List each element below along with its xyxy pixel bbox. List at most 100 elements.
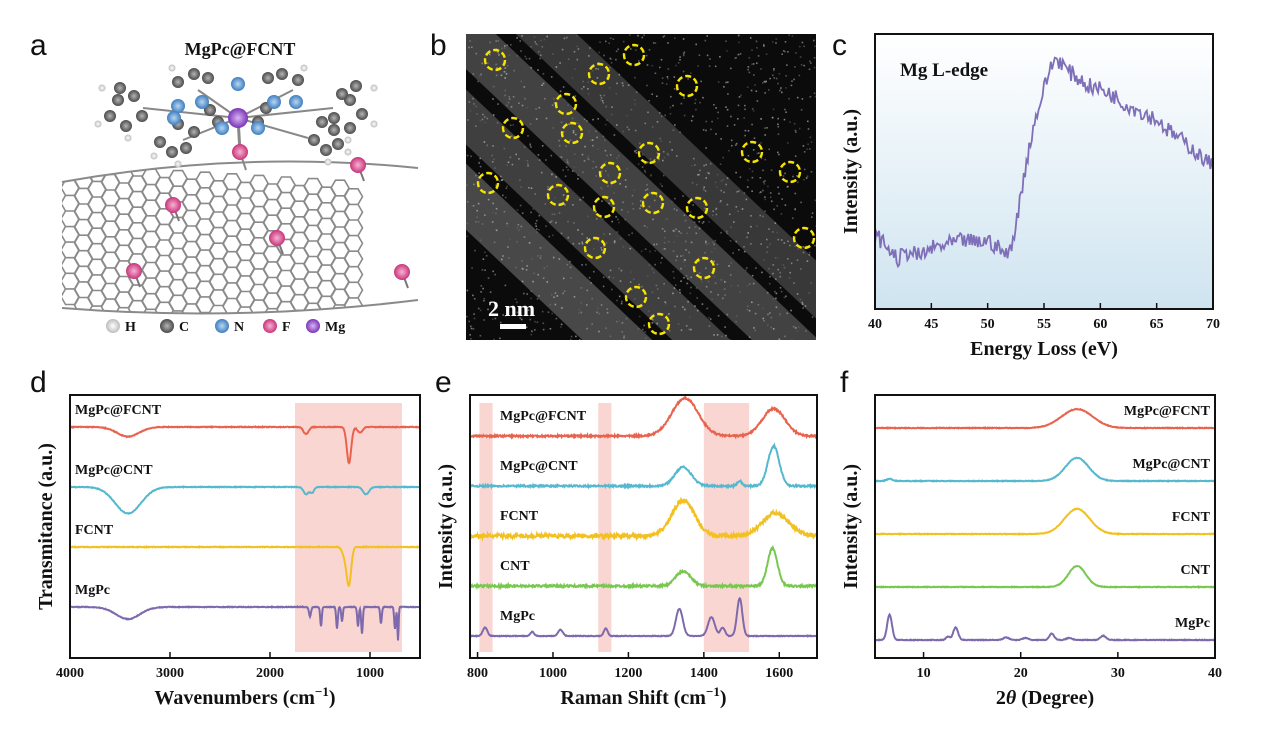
tem-speck xyxy=(715,133,717,135)
tem-speck xyxy=(561,307,563,309)
tem-speck xyxy=(520,50,522,52)
tem-speck xyxy=(609,67,611,69)
tem-speck xyxy=(663,283,665,285)
tem-speck xyxy=(521,35,523,37)
tem-speck xyxy=(738,249,740,251)
tem-speck xyxy=(651,322,654,324)
tem-speck xyxy=(551,213,554,216)
tem-speck xyxy=(645,54,648,57)
tem-speck xyxy=(813,57,816,59)
tem-speck xyxy=(756,100,759,102)
tem-speck xyxy=(783,242,786,244)
tem-speck xyxy=(518,229,520,231)
tem-speck xyxy=(503,210,506,213)
tem-speck xyxy=(775,77,778,80)
tem-speck xyxy=(779,275,782,278)
tem-speck xyxy=(479,75,481,78)
tem-speck xyxy=(659,66,661,69)
tem-speck xyxy=(627,84,630,86)
tem-speck xyxy=(586,237,588,239)
tem-speck xyxy=(523,236,526,238)
tem-speck xyxy=(683,97,685,99)
tem-speck xyxy=(637,163,640,165)
tem-speck xyxy=(619,183,621,185)
tem-speck xyxy=(618,73,621,76)
tem-speck xyxy=(737,284,739,287)
panel-d-tick-label: 3000 xyxy=(156,666,184,681)
tem-speck xyxy=(630,108,633,111)
tem-speck xyxy=(664,248,666,250)
tem-speck xyxy=(710,291,712,293)
tem-speck xyxy=(589,254,592,256)
tem-speck xyxy=(577,229,579,231)
tem-speck xyxy=(717,81,720,83)
tem-speck xyxy=(727,93,729,95)
tem-speck xyxy=(682,38,685,40)
tem-speck xyxy=(536,298,539,300)
tem-speck xyxy=(663,35,666,37)
tem-speck xyxy=(814,45,816,48)
panel-f-series-label: MgPc xyxy=(1175,616,1210,631)
tem-dashed-circle xyxy=(583,236,607,260)
tem-speck xyxy=(611,106,613,108)
tem-speck xyxy=(752,110,755,112)
tem-speck xyxy=(504,284,507,287)
tem-dashed-circle xyxy=(778,160,802,184)
tem-speck xyxy=(664,114,666,117)
tem-speck xyxy=(630,271,632,273)
tem-speck xyxy=(799,298,802,301)
tem-speck xyxy=(601,249,603,251)
tem-speck xyxy=(805,245,808,248)
tem-speck xyxy=(542,73,545,75)
tem-speck xyxy=(654,263,656,266)
tem-speck xyxy=(772,74,774,77)
tem-speck xyxy=(684,240,687,243)
tem-speck xyxy=(551,53,554,55)
tem-speck xyxy=(663,237,666,239)
tem-speck xyxy=(708,242,710,245)
tem-speck xyxy=(661,228,664,230)
tem-speck xyxy=(604,139,606,142)
tem-speck xyxy=(665,83,668,85)
tem-speck xyxy=(659,183,662,185)
tem-speck xyxy=(470,325,472,328)
tem-speck xyxy=(510,44,512,46)
tem-speck xyxy=(807,128,810,130)
tem-speck xyxy=(570,338,572,340)
tem-speck xyxy=(618,267,620,270)
tem-speck xyxy=(618,221,620,224)
tem-speck xyxy=(508,257,510,259)
carbon-atom xyxy=(336,88,348,100)
tem-speck xyxy=(814,244,816,247)
tem-speck xyxy=(709,318,712,320)
tem-speck xyxy=(705,267,707,270)
tem-speck xyxy=(582,171,584,174)
tem-speck xyxy=(554,197,556,199)
tem-speck xyxy=(601,187,603,190)
panel-f-frame xyxy=(874,394,1216,659)
tem-speck xyxy=(673,241,675,244)
tem-speck xyxy=(746,305,749,308)
tem-speck xyxy=(689,292,692,295)
tem-speck xyxy=(615,58,617,61)
tem-speck xyxy=(672,229,674,232)
tem-speck xyxy=(713,243,715,246)
tem-speck xyxy=(526,265,528,267)
tem-speck xyxy=(520,186,522,188)
tem-speck xyxy=(547,188,549,191)
tem-speck xyxy=(791,217,794,219)
tem-speck xyxy=(756,152,759,155)
tem-speck xyxy=(643,34,645,36)
tem-speck xyxy=(635,152,638,154)
carbon-atom xyxy=(172,76,184,88)
tem-speck xyxy=(801,98,804,100)
tem-speck xyxy=(493,158,495,161)
tem-speck xyxy=(730,285,733,287)
tem-speck xyxy=(768,282,771,285)
carbon-atom xyxy=(316,116,328,128)
tem-speck xyxy=(586,253,588,255)
tem-speck xyxy=(572,204,574,206)
tem-speck xyxy=(777,133,780,135)
tem-speck xyxy=(793,282,795,284)
tem-speck xyxy=(577,48,580,50)
